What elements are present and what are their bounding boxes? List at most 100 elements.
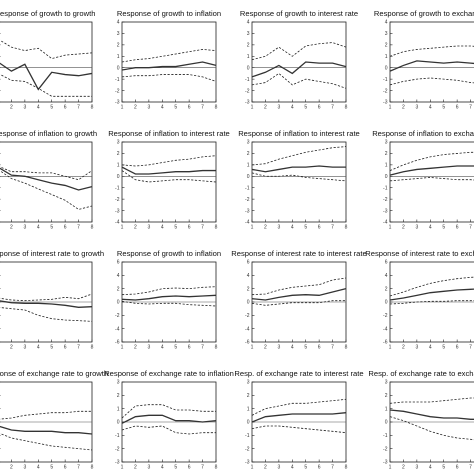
- lower-band-line: [0, 170, 93, 210]
- y-tick-label: -3: [115, 460, 120, 466]
- lower-band-line: [121, 300, 217, 307]
- upper-band-line: [389, 397, 474, 404]
- x-tick-label: 6: [456, 465, 459, 471]
- x-tick-label: 6: [64, 465, 67, 471]
- y-tick-label: 0: [247, 174, 250, 180]
- y-tick-label: -1: [115, 77, 120, 83]
- panel-title: Response of growth to growth: [0, 9, 95, 18]
- y-tick-label: -2: [245, 88, 250, 94]
- y-tick-label: 4: [385, 273, 388, 279]
- response-line: [121, 166, 216, 175]
- x-tick-label: 4: [429, 105, 432, 111]
- y-tick-label: 2: [247, 286, 250, 292]
- x-tick-label: 7: [469, 465, 472, 471]
- y-tick-label: 1: [385, 54, 388, 60]
- x-tick-label: 5: [304, 465, 307, 471]
- x-tick-label: 6: [188, 225, 191, 231]
- y-tick-label: -2: [383, 88, 388, 94]
- irf-panel: Response of growth to exchange rate -3 -2 -…: [374, 9, 474, 111]
- y-tick-label: -3: [115, 100, 120, 106]
- y-tick-label: -2: [245, 446, 250, 452]
- x-tick-label: 3: [147, 225, 150, 231]
- irf-panel: Response of growth to inflation -6 -4 -2 0 2 4…: [115, 249, 221, 351]
- y-tick-label: 1: [247, 54, 250, 60]
- x-tick-label: 4: [37, 105, 40, 111]
- irf-panel: Resp. of exchange rate to exchange rate -…: [368, 369, 474, 471]
- y-tick-label: 2: [385, 286, 388, 292]
- x-tick-label: 5: [50, 465, 53, 471]
- panel-title: Response of interest rate to exchange ra…: [365, 249, 474, 258]
- x-tick-label: 3: [23, 345, 26, 351]
- x-tick-label: 4: [37, 225, 40, 231]
- x-tick-label: 2: [402, 105, 405, 111]
- y-tick-label: 4: [117, 273, 120, 279]
- y-tick-label: -1: [115, 185, 120, 191]
- x-tick-label: 7: [331, 345, 334, 351]
- x-tick-label: 7: [77, 465, 80, 471]
- lower-band-line: [389, 416, 474, 441]
- x-tick-label: 8: [345, 465, 348, 471]
- x-tick-label: 5: [442, 345, 445, 351]
- y-tick-label: 2: [117, 43, 120, 49]
- x-tick-label: 3: [415, 345, 418, 351]
- x-tick-label: 2: [402, 465, 405, 471]
- x-tick-label: 8: [345, 105, 348, 111]
- panel-title: Response of inflation to growth: [0, 129, 97, 138]
- response-line: [121, 414, 217, 424]
- lower-band-line: [251, 300, 346, 306]
- upper-band-line: [121, 404, 216, 419]
- y-tick-label: 3: [247, 140, 250, 146]
- x-tick-label: 3: [147, 465, 150, 471]
- lower-band-line: [0, 74, 92, 97]
- upper-band-line: [251, 42, 347, 61]
- x-tick-label: 2: [10, 105, 13, 111]
- lower-band-line: [121, 425, 216, 435]
- y-tick-label: -6: [383, 340, 388, 346]
- plot-frame: [0, 141, 93, 223]
- y-tick-label: -3: [245, 460, 250, 466]
- irf-panel: Response of growth to interest rate -3 -2 -…: [240, 9, 358, 111]
- irf-panel: Response of inflation to interest rate -4…: [238, 129, 360, 231]
- x-tick-label: 6: [188, 465, 191, 471]
- y-tick-label: 0: [385, 420, 388, 426]
- x-tick-label: 5: [304, 225, 307, 231]
- x-tick-label: 2: [10, 465, 13, 471]
- plot-frame: [0, 21, 93, 103]
- x-tick-label: 5: [174, 345, 177, 351]
- y-tick-label: -1: [245, 185, 250, 191]
- x-tick-label: 2: [134, 345, 137, 351]
- x-tick-label: 2: [264, 465, 267, 471]
- x-tick-label: 6: [188, 105, 191, 111]
- y-tick-label: 0: [247, 420, 250, 426]
- x-tick-label: 1: [251, 465, 254, 471]
- x-tick-label: 1: [121, 225, 124, 231]
- y-tick-label: 1: [247, 406, 250, 412]
- lower-band-line: [251, 72, 347, 89]
- lower-band-line: [121, 170, 217, 183]
- x-tick-label: 7: [77, 225, 80, 231]
- panel-title: Response of interest rate to growth: [0, 249, 104, 258]
- y-tick-label: 3: [385, 380, 388, 386]
- x-tick-label: 1: [251, 225, 254, 231]
- x-tick-label: 8: [345, 225, 348, 231]
- x-tick-label: 8: [91, 105, 94, 111]
- upper-band-line: [0, 39, 93, 60]
- y-tick-label: 2: [117, 286, 120, 292]
- x-tick-label: 1: [389, 225, 392, 231]
- x-tick-label: 4: [37, 345, 40, 351]
- response-line: [251, 61, 347, 78]
- x-tick-label: 1: [389, 465, 392, 471]
- x-tick-label: 4: [291, 225, 294, 231]
- x-tick-label: 4: [291, 345, 294, 351]
- x-tick-label: 2: [264, 345, 267, 351]
- y-tick-label: -1: [383, 185, 388, 191]
- x-tick-label: 2: [10, 345, 13, 351]
- upper-band-line: [251, 146, 347, 166]
- y-tick-label: 3: [247, 380, 250, 386]
- x-tick-label: 6: [318, 345, 321, 351]
- y-tick-label: 0: [117, 174, 120, 180]
- y-tick-label: -3: [115, 208, 120, 214]
- x-tick-label: 2: [134, 465, 137, 471]
- x-tick-label: 2: [264, 105, 267, 111]
- y-tick-label: -4: [383, 326, 388, 332]
